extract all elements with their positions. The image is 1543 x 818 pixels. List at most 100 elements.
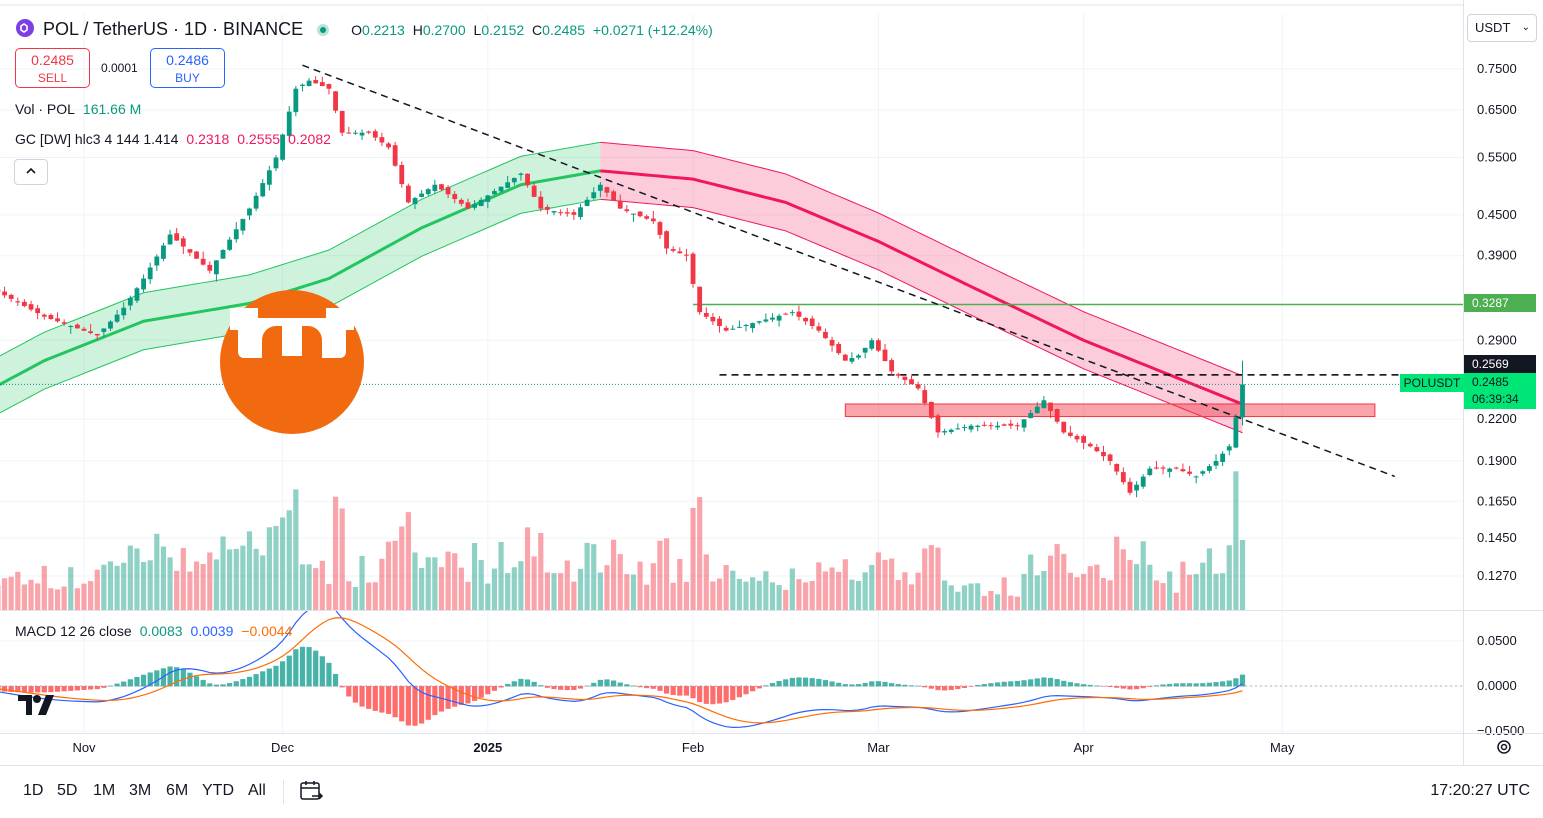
buy-button[interactable]: 0.2486 BUY — [150, 48, 225, 88]
bitcoin-logo-watermark — [220, 290, 364, 434]
volume-legend[interactable]: Vol · POL 161.66 M — [15, 101, 141, 117]
volume-bar — [320, 561, 325, 610]
volume-bar — [108, 561, 113, 610]
candle-body — [962, 427, 967, 428]
macd-histogram-bar — [724, 686, 729, 702]
tradingview-logo[interactable] — [18, 695, 58, 722]
macd-value: 0.0083 — [140, 623, 183, 639]
last-price: 0.2485 — [1472, 374, 1536, 391]
candle-body — [1194, 476, 1199, 477]
candle-body — [479, 200, 484, 206]
volume-bar — [836, 572, 841, 610]
candle-body — [909, 379, 914, 384]
volume-bar — [671, 583, 676, 610]
macd-histogram-bar — [1028, 679, 1033, 686]
candle-body — [565, 212, 570, 213]
volume-bar — [1194, 574, 1199, 610]
timeframe-5d[interactable]: 5D — [57, 782, 77, 800]
candle-body — [49, 315, 54, 319]
buy-label: BUY — [151, 69, 224, 87]
candle-body — [267, 170, 272, 184]
x-axis-label: Dec — [271, 740, 295, 755]
volume-bar — [386, 542, 391, 610]
volume-bar — [518, 561, 523, 610]
candle-body — [545, 207, 550, 210]
candle-body — [260, 183, 265, 196]
volume-bar — [1081, 574, 1086, 610]
symbol-legend: POL / TetherUS · 1D · BINANCE O0.2213 H0… — [15, 18, 713, 41]
sell-button[interactable]: 0.2485 SELL — [15, 48, 90, 88]
volume-bar — [551, 573, 556, 610]
candle-body — [439, 184, 444, 189]
ohlc-readout: O0.2213 H0.2700 L0.2152 C0.2485 +0.0271 … — [351, 22, 713, 38]
volume-bar — [359, 556, 364, 610]
candle-body — [274, 158, 279, 169]
volume-bar — [62, 587, 67, 610]
volume-bar — [1061, 554, 1066, 610]
volume-bar — [1213, 574, 1218, 610]
candle-body — [254, 196, 259, 209]
currency-select[interactable]: USDT ⌄ — [1467, 14, 1537, 42]
volume-bar — [1074, 577, 1079, 610]
price-axis-label: 0.1650 — [1477, 493, 1517, 508]
candle-body — [9, 295, 14, 299]
candle-body — [1075, 436, 1080, 439]
gc-legend[interactable]: GC [DW] hlc3 4 144 1.414 0.2318 0.2555 0… — [15, 131, 331, 147]
candle-body — [452, 194, 457, 199]
candle-body — [1028, 413, 1033, 418]
candle-body — [982, 425, 987, 426]
candle-body — [790, 312, 795, 313]
macd-histogram-bar — [525, 679, 530, 686]
volume-bar — [935, 548, 940, 610]
timeframe-3m[interactable]: 3M — [129, 782, 151, 800]
macd-histogram-bar — [62, 686, 67, 691]
x-axis-label: Apr — [1074, 740, 1095, 755]
candle-body — [777, 316, 782, 321]
timeframe-1d[interactable]: 1D — [23, 782, 43, 800]
timeframe-all[interactable]: All — [248, 782, 266, 800]
macd-histogram-bar — [657, 686, 662, 691]
volume-bar — [167, 557, 172, 610]
macd-histogram-bar — [1035, 678, 1040, 686]
candle-body — [823, 332, 828, 338]
candle-body — [638, 212, 643, 217]
calendar-range-icon[interactable] — [298, 778, 324, 809]
macd-histogram-bar — [810, 678, 815, 686]
macd-histogram-bar — [187, 673, 192, 687]
utc-clock[interactable]: 17:20:27 UTC — [1430, 782, 1530, 800]
candle-body — [333, 91, 338, 110]
candle-body — [55, 318, 60, 321]
symbol-line[interactable]: POL / TetherUS · 1D · BINANCE — [43, 19, 303, 40]
volume-bar — [876, 552, 881, 610]
macd-signal-value: 0.0039 — [191, 623, 234, 639]
gc-value-upper: 0.2555 — [237, 131, 280, 147]
volume-bar — [849, 580, 854, 610]
macd-histogram-bar — [717, 686, 722, 704]
volume-bar — [710, 581, 715, 610]
macd-histogram-bar — [81, 686, 86, 690]
candle-body — [916, 384, 921, 388]
candle-body — [227, 240, 232, 250]
candle-body — [744, 325, 749, 326]
timeframe-1m[interactable]: 1M — [93, 782, 115, 800]
volume-bar — [770, 582, 775, 610]
macd-histogram-bar — [704, 686, 709, 704]
candle-body — [737, 327, 742, 328]
macd-legend[interactable]: MACD 12 26 close 0.0083 0.0039 −0.0044 — [15, 623, 292, 639]
candle-body — [955, 428, 960, 429]
price-axis-label: 0.1270 — [1477, 568, 1517, 583]
volume-bar — [624, 574, 629, 610]
volume-bar — [194, 562, 199, 610]
candle-body — [989, 425, 994, 426]
price-axis-label: 0.4500 — [1477, 207, 1517, 222]
volume-bar — [227, 549, 232, 610]
macd-histogram-bar — [134, 677, 139, 687]
macd-histogram-bar — [651, 686, 656, 689]
timeframe-6m[interactable]: 6M — [166, 782, 188, 800]
candle-body — [578, 207, 583, 217]
macd-histogram-bar — [697, 686, 702, 702]
timeframe-ytd[interactable]: YTD — [202, 782, 234, 800]
gear-icon[interactable] — [1495, 738, 1513, 761]
collapse-legend-button[interactable] — [14, 159, 48, 185]
